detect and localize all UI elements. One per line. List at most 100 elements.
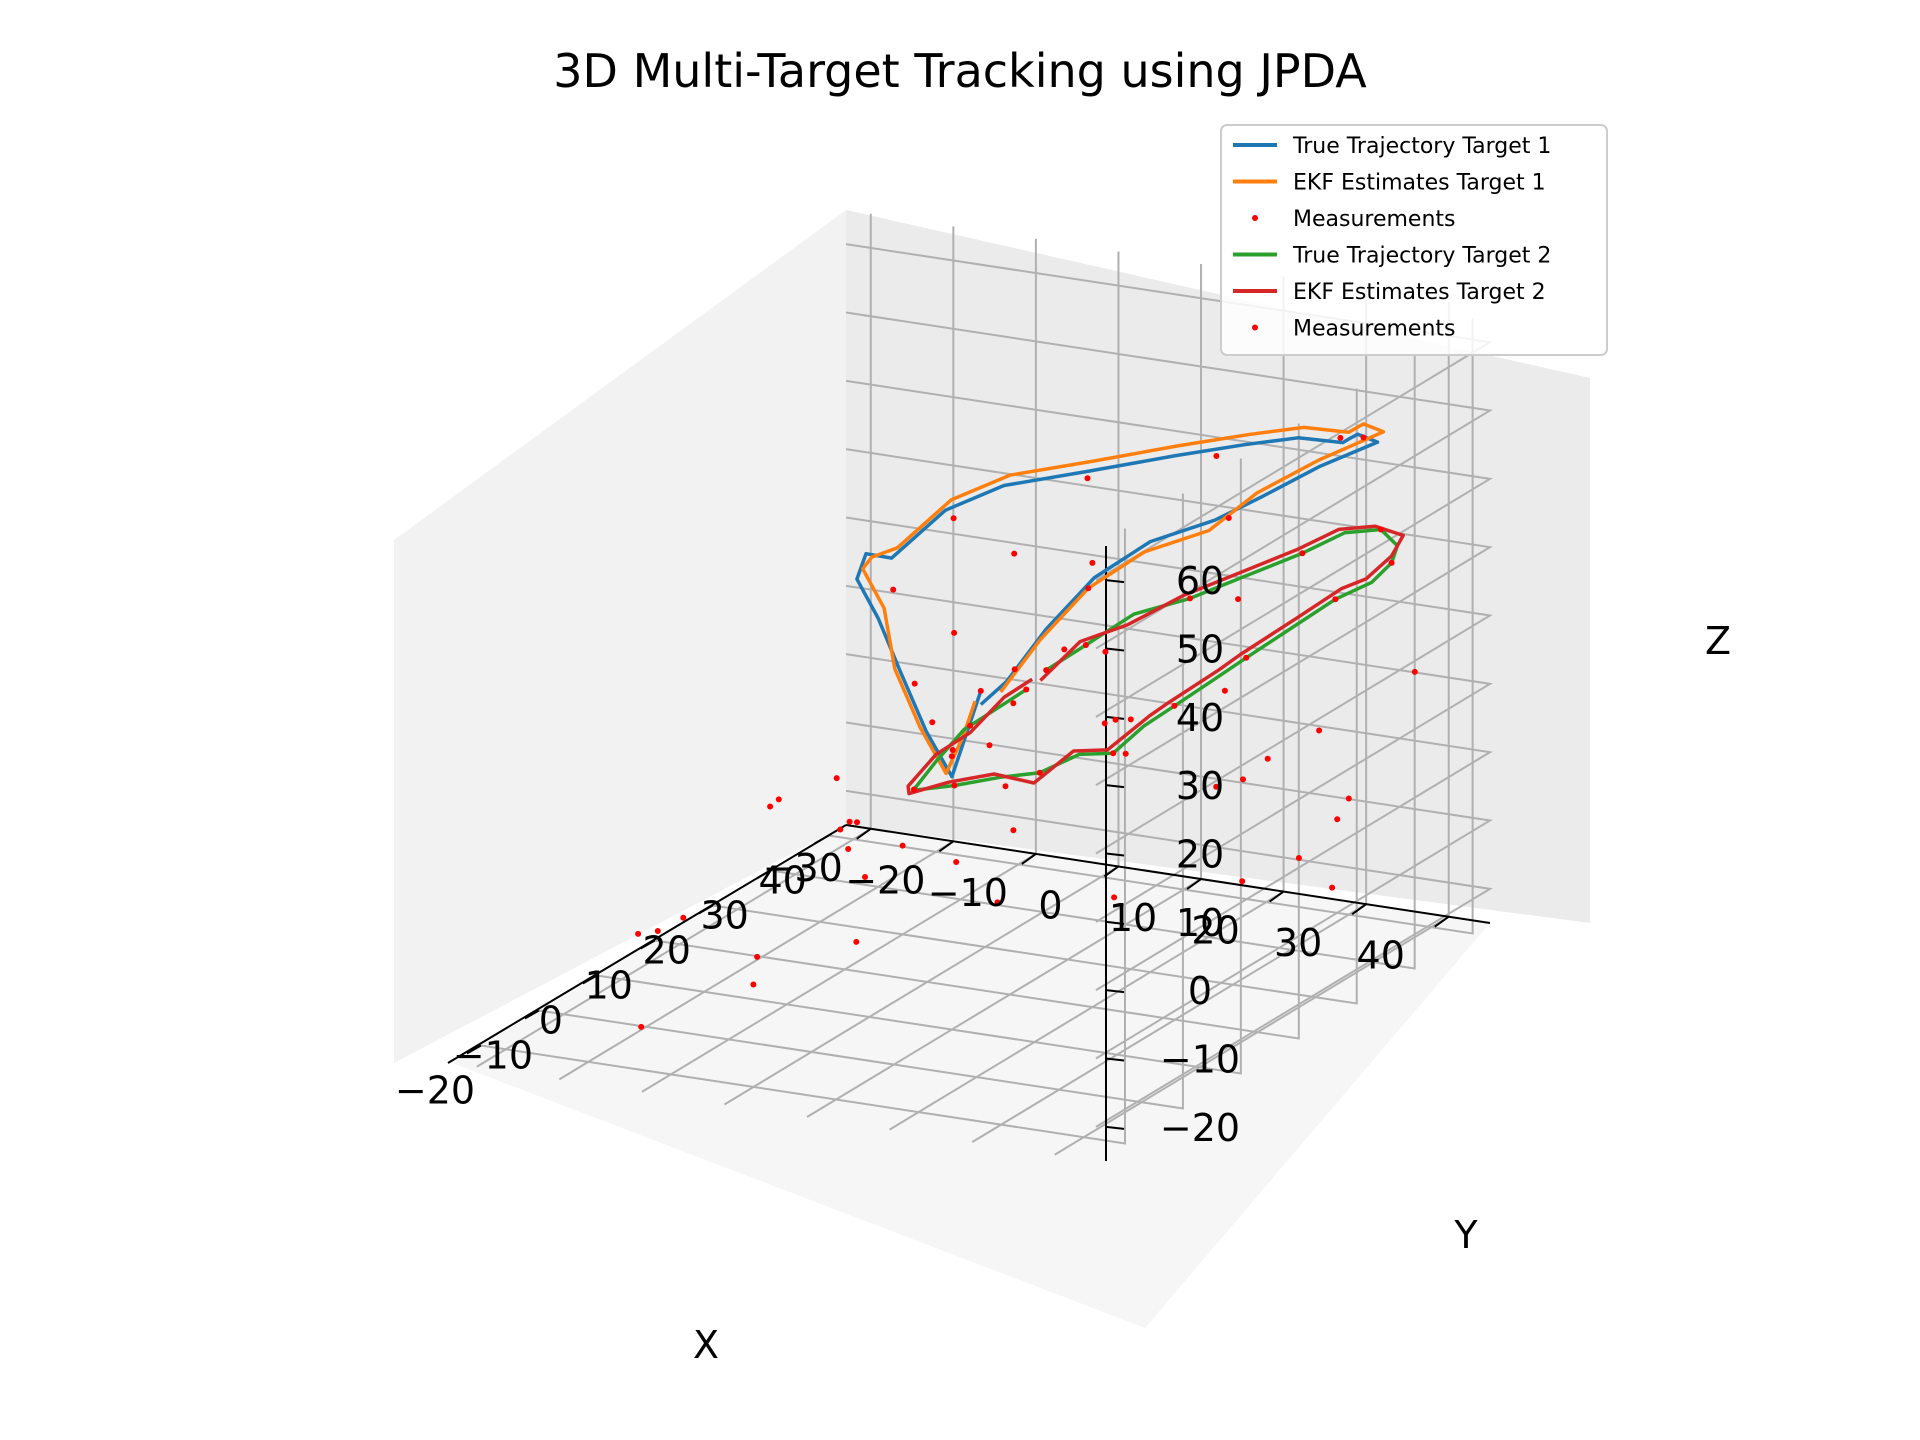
z-tick-mark bbox=[1105, 1125, 1125, 1130]
measurement-point bbox=[775, 796, 782, 803]
measurement-point bbox=[635, 930, 642, 937]
measurement-point bbox=[862, 874, 868, 880]
series-group bbox=[635, 422, 1418, 1030]
measurement-point bbox=[1213, 783, 1220, 790]
measurement-point bbox=[1122, 750, 1129, 757]
measurement-point bbox=[1332, 596, 1339, 603]
legend: True Trajectory Target 1 EKF Estimates Ta… bbox=[1220, 124, 1608, 356]
measurement-point bbox=[1240, 776, 1246, 783]
measurement-point bbox=[977, 687, 984, 694]
grid-line-z bbox=[845, 721, 1493, 1060]
legend-label-5: Measurements bbox=[1293, 317, 1456, 342]
measurement-point bbox=[986, 742, 993, 749]
x-tick-mark bbox=[814, 834, 830, 845]
x-tick-mark bbox=[466, 1044, 482, 1055]
measurement-point bbox=[1085, 585, 1092, 592]
measurement-point bbox=[1213, 453, 1220, 459]
y-tick-mark bbox=[1269, 890, 1285, 903]
z-tick-label: 30 bbox=[1176, 764, 1224, 808]
z-tick-mark bbox=[1105, 579, 1125, 584]
x-tick-label: 40 bbox=[758, 859, 806, 903]
pane-back-right bbox=[846, 210, 1590, 923]
z-tick-label: 40 bbox=[1176, 696, 1224, 740]
measurement-point bbox=[750, 981, 757, 988]
y-tick-mark bbox=[1021, 853, 1037, 865]
grid-line-z bbox=[845, 653, 1493, 992]
measurement-point bbox=[1299, 550, 1306, 557]
y-tick-label: 0 bbox=[1038, 883, 1062, 927]
z-tick-mark bbox=[1105, 784, 1125, 789]
measurement-point bbox=[1084, 475, 1091, 482]
measurement-point bbox=[1360, 434, 1367, 441]
measurement-point bbox=[638, 1023, 645, 1030]
z-tick-label: 10 bbox=[1176, 901, 1224, 945]
axes bbox=[447, 546, 1491, 1161]
measurement-point bbox=[948, 753, 955, 760]
x-tick-mark bbox=[582, 974, 598, 985]
measurement-point bbox=[1010, 700, 1017, 707]
measurement-point bbox=[767, 803, 774, 810]
grid-line-x bbox=[654, 423, 1300, 1040]
x-tick-label: −20 bbox=[395, 1069, 475, 1113]
grid-line-z bbox=[845, 516, 1493, 855]
legend-label-4: EKF Estimates Target 2 bbox=[1293, 280, 1546, 305]
measurement-point bbox=[899, 842, 906, 849]
y-tick-mark bbox=[938, 840, 954, 853]
measurement-point bbox=[1036, 769, 1043, 776]
measurement-point bbox=[833, 775, 840, 782]
measurement-point bbox=[1102, 648, 1109, 655]
measurement-point bbox=[1388, 559, 1395, 566]
measurement-point bbox=[967, 722, 974, 729]
measurement-point bbox=[654, 928, 661, 934]
z-tick-mark bbox=[1105, 989, 1125, 994]
z-tick-label: 0 bbox=[1188, 969, 1212, 1013]
measurement-point bbox=[1334, 816, 1341, 823]
measurement-point bbox=[1221, 687, 1228, 694]
measurement-point bbox=[1187, 595, 1193, 602]
z-axis-label: Z bbox=[1705, 619, 1731, 663]
grid-line-z bbox=[845, 448, 1493, 787]
measurement-point bbox=[1082, 642, 1089, 648]
x-tick-label: −10 bbox=[453, 1034, 533, 1078]
z-tick-label: 20 bbox=[1176, 833, 1224, 877]
measurement-point bbox=[951, 782, 958, 789]
measurement-point bbox=[853, 938, 860, 945]
measurement-point bbox=[950, 515, 957, 522]
measurement-point bbox=[845, 846, 852, 852]
z-tick-label: 60 bbox=[1176, 559, 1224, 603]
measurement-point bbox=[1111, 894, 1118, 901]
measurement-point bbox=[911, 680, 918, 687]
measurement-point bbox=[1239, 878, 1246, 885]
x-tick-mark bbox=[698, 904, 714, 915]
legend-label-1: EKF Estimates Target 1 bbox=[1293, 171, 1546, 196]
measurement-point bbox=[1377, 526, 1384, 533]
grid-line-x bbox=[712, 388, 1358, 1005]
measurement-point bbox=[1295, 855, 1302, 861]
z-tick-mark bbox=[1105, 920, 1125, 925]
measurement-point bbox=[1043, 667, 1050, 674]
measurement-point bbox=[1011, 550, 1018, 557]
z-tick-label: 50 bbox=[1176, 628, 1224, 672]
z-tick-label: −20 bbox=[1160, 1106, 1240, 1150]
x-tick-label: 20 bbox=[643, 929, 691, 973]
y-tick-mark bbox=[1351, 903, 1367, 915]
measurement-point bbox=[951, 629, 958, 636]
measurement-point bbox=[854, 819, 860, 826]
measurement-point bbox=[1061, 646, 1068, 653]
grid-line-z bbox=[845, 379, 1493, 718]
measurement-point bbox=[949, 747, 956, 753]
measurement-point bbox=[1337, 434, 1344, 441]
x-tick-label: 10 bbox=[585, 964, 633, 1008]
y-tick-mark bbox=[1434, 915, 1450, 928]
measurement-point bbox=[1345, 795, 1352, 802]
z-tick-mark bbox=[1105, 647, 1125, 652]
measurement-point bbox=[1010, 827, 1017, 834]
measurement-point bbox=[754, 953, 761, 960]
y-tick-label: 10 bbox=[1109, 896, 1157, 940]
measurement-point bbox=[910, 786, 917, 793]
y-axis-label: Y bbox=[1453, 1213, 1478, 1257]
measurement-point bbox=[1243, 654, 1250, 661]
y-tick-label: 40 bbox=[1357, 934, 1405, 978]
